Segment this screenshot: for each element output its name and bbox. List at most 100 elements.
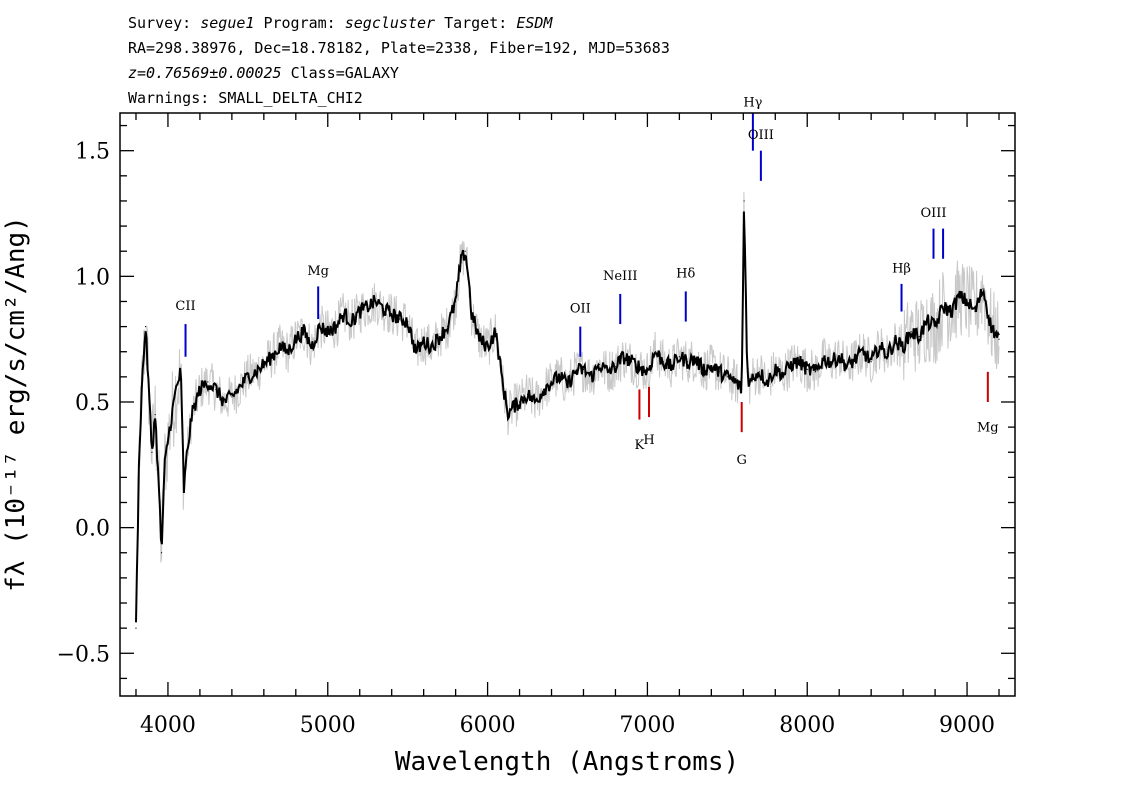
spectrum-point — [151, 451, 153, 453]
spectrum-point — [830, 361, 832, 363]
axis-layer: 4000 5000 6000 7000 8000 9000 −0.5 0.0 0.5 1.0 1.5 — [57, 113, 1015, 738]
spectrum-point — [502, 388, 505, 391]
spectrum-point — [478, 338, 481, 340]
header-warnings: Warnings: SMALL_DELTA_CHI2 — [128, 89, 363, 107]
spectrum-point — [542, 388, 545, 391]
spectrum-point — [630, 361, 633, 363]
spectrum-point — [351, 320, 353, 323]
spectrum-point — [743, 200, 745, 202]
spectrum-point — [746, 371, 748, 373]
x-tick-label: 8000 — [779, 713, 835, 738]
spectrum-point — [135, 627, 137, 629]
y-tick-label: 1.5 — [75, 140, 110, 165]
spectrum-point — [391, 313, 393, 315]
x-tick-label: 5000 — [300, 713, 356, 738]
spectrum-point — [144, 325, 147, 328]
spectrum-point — [550, 381, 553, 383]
spectrum-point — [694, 358, 696, 360]
y-tick-label: 1.0 — [75, 265, 110, 290]
spectral-line-label: K — [635, 438, 645, 453]
spectrum-point — [383, 308, 385, 310]
spectrum-point — [295, 338, 297, 340]
spectrum-point — [167, 439, 169, 441]
spectrum-point — [870, 361, 872, 363]
spectrum-point — [798, 361, 800, 363]
spectrum-point — [512, 406, 514, 408]
spectral-line-label: Hγ — [743, 95, 762, 110]
spectrum-point — [279, 346, 281, 348]
spectrum-point — [518, 401, 521, 403]
spectrum-point — [486, 346, 489, 348]
x-tick-label: 9000 — [939, 713, 995, 738]
x-axis-title: Wavelength (Angstroms) — [395, 747, 739, 777]
spectrum-point — [148, 388, 150, 391]
spectrum-point — [790, 363, 792, 365]
spectrum-point — [263, 363, 265, 365]
spectrum-point — [749, 383, 751, 385]
spectrum-point — [718, 371, 720, 373]
spectrum-point — [846, 366, 848, 368]
spectrum-point — [471, 313, 473, 315]
spectrum-point — [455, 300, 457, 303]
spectrum-point — [854, 358, 856, 360]
spectral-line-label: OIII — [748, 128, 774, 143]
spectrum-point — [191, 413, 193, 416]
spectrum-point — [180, 371, 182, 373]
spectrum-point — [375, 300, 377, 303]
spectrum-point — [566, 383, 569, 385]
spectrum-point — [614, 366, 617, 368]
survey-label: Survey: — [128, 14, 192, 32]
spectrum-point — [752, 376, 754, 378]
spectrum-point — [982, 288, 984, 290]
spectral-line-label: OIII — [920, 206, 946, 221]
spectral-line-label: Hδ — [676, 266, 695, 281]
spectrum-point — [662, 361, 664, 363]
spectrum-point — [464, 250, 466, 252]
spectrum-point — [327, 331, 329, 333]
spectrum-point — [319, 325, 321, 328]
spectrum-point — [766, 381, 768, 383]
y-tick-label: 0.5 — [75, 391, 110, 416]
x-tick-label: 6000 — [460, 713, 516, 738]
spectrum-point — [862, 351, 864, 353]
spectrum-point — [141, 376, 143, 378]
spectrum-point — [160, 552, 163, 554]
plot-frame — [119, 112, 1016, 697]
spectrum-point — [247, 376, 249, 378]
spectrum-point — [507, 413, 509, 416]
spectrum-point — [199, 388, 201, 391]
spectrum-point — [223, 401, 225, 403]
spectrum-point — [175, 388, 177, 391]
spectral-line-label: H — [643, 433, 654, 448]
spectrum-point — [998, 338, 1000, 340]
spectrum-point — [806, 368, 808, 370]
spectrum-point — [415, 351, 417, 353]
spectrum-point — [534, 401, 537, 403]
target-value: ESDM — [516, 14, 553, 32]
spectral-line-label: CII — [175, 299, 195, 314]
spectral-line-label: G — [737, 453, 747, 468]
spectrum-point — [894, 341, 896, 343]
spectrum-point — [710, 366, 712, 368]
spectrum-point — [255, 371, 257, 373]
spectrum-point — [335, 325, 337, 328]
spectrum-point — [558, 376, 561, 378]
spectral-line-label: Mg — [977, 421, 999, 436]
y-axis-title: fλ (10⁻¹⁷ erg/s/cm²/Ang) — [1, 216, 31, 592]
spectrum-point — [447, 325, 449, 328]
spectrum-point — [407, 320, 409, 323]
spectrum-point — [822, 358, 824, 360]
spectrum-point — [926, 320, 928, 323]
spectrum-point — [758, 371, 760, 373]
survey-value: segue1 — [200, 14, 255, 32]
program-value: segcluster — [344, 14, 436, 32]
spectral-line-label: OII — [570, 302, 591, 317]
plot-layer: CII Mg OII NeIII Hδ Hγ OIII Hβ OIII K H G Mg — [135, 95, 1000, 629]
spectrum-point — [287, 351, 289, 353]
spectrum-point — [814, 371, 816, 373]
spectral-line-label: NeIII — [603, 269, 637, 284]
spectrum-point — [367, 305, 369, 308]
spectrum-point — [745, 288, 747, 290]
spectrum-point — [966, 300, 968, 303]
redshift: z=0.76569±0.00025 — [128, 64, 282, 82]
